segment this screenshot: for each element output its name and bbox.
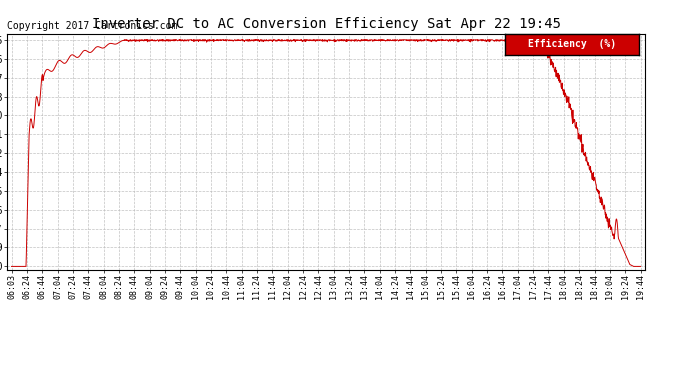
Title: Inverter DC to AC Conversion Efficiency Sat Apr 22 19:45: Inverter DC to AC Conversion Efficiency … bbox=[92, 17, 560, 31]
Text: Copyright 2017 Cartronics.com: Copyright 2017 Cartronics.com bbox=[7, 21, 177, 32]
